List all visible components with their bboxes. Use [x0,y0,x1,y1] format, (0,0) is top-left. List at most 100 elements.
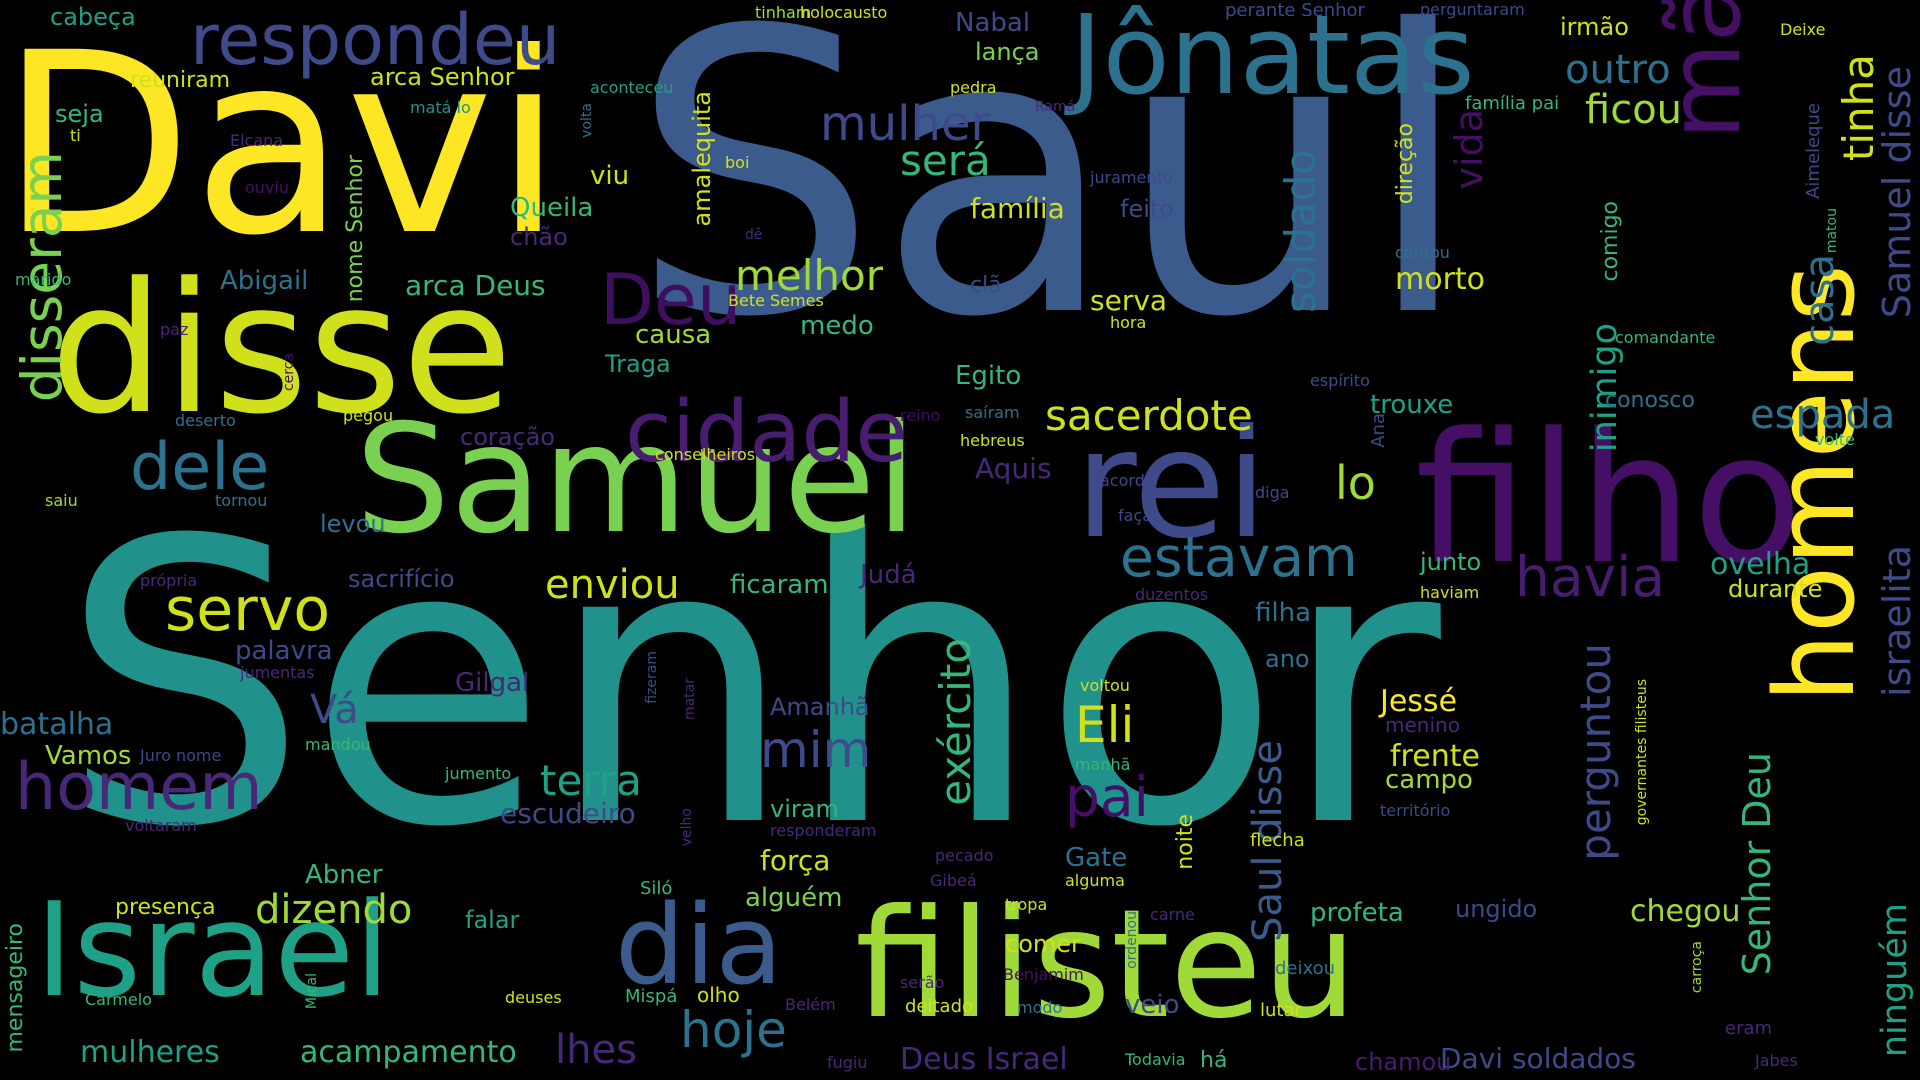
word-queila: Queila [510,193,594,223]
word-deixe: Deixe [1780,20,1826,39]
word-frente: frente [1390,739,1480,774]
word-modo: modo [1017,998,1063,1017]
word-viu: viu [590,161,630,191]
word-ordenou: ordenou [1124,911,1140,970]
word-própria: própria [140,571,198,590]
word-carne: carne [1150,905,1195,924]
word-chegou: chegou [1630,894,1741,929]
word-benjamim: Benjamim [1003,965,1084,984]
word-carroça: carroça [1689,941,1705,994]
word-fizeram: fizeram [644,651,660,704]
word-chamou: chamou [1355,1048,1452,1076]
word-saul: Saul [630,0,1473,402]
word-eram: eram [1725,1018,1773,1039]
word-coração: coração [460,423,556,451]
word-samuel-disse: Samuel disse [1875,66,1919,319]
word-levou: levou [320,510,386,538]
word-alguma: alguma [1065,871,1125,890]
word-gilgal: Gilgal [455,668,530,698]
word-flecha: flecha [1250,830,1305,851]
word-mensageiro: mensageiro [3,923,28,1053]
word-responderam: responderam [770,821,877,840]
word-viram: viram [770,795,839,823]
word-mim: mim [760,721,872,779]
word-gibeá: Gibeá [930,871,977,890]
word-melhor: melhor [735,251,884,300]
word-jabes: Jabes [1755,1051,1798,1070]
word-perante-senhor: perante Senhor [1225,0,1365,21]
word-fugiu: fugiu [827,1053,868,1072]
word-medo: medo [800,311,874,341]
word-holocausto: holocausto [800,3,888,22]
word-marido: marido [15,270,72,289]
word-voltaram: voltaram [125,816,197,835]
word-israel: Israel [35,874,391,1026]
word-siló: Siló [640,878,673,899]
word-juro-nome: Juro nome [140,746,222,765]
word-campo: campo [1385,765,1473,795]
word-direção: direção [1393,122,1418,204]
word-causa: causa [635,320,712,350]
word-aquis: Aquis [975,452,1052,485]
word-velho: velho [679,808,695,847]
word-acordo: acordo [1100,471,1155,490]
word-cidade: cidade [625,383,908,482]
word-feito: feito [1120,195,1174,223]
word-clã: clã [970,273,1002,298]
word-ti: ti [70,126,81,145]
word-dele: dele [130,430,270,505]
word-presença: presença [115,895,216,920]
word-juramento: juramento [1090,168,1173,187]
word-matou: matou [1824,208,1840,254]
word-jumentas: jumentas [240,663,315,682]
word-pecado: pecado [935,846,994,865]
word-volta: volta [579,103,595,138]
word-filho: filho [1415,395,1803,604]
word-dizendo: dizendo [255,887,413,933]
word-ana: Ana [1368,412,1389,448]
word-jumento: jumento [445,764,512,783]
word-trouxe: trouxe [1370,390,1454,420]
word-senhor-deu: Senhor Deu [1735,752,1779,976]
word-comigo: comigo [1598,200,1623,282]
word-dia: dia [615,881,783,1009]
word-reino: reino [900,406,941,425]
word-deu: Deu [600,259,742,341]
word-voltou: voltou [1080,676,1130,695]
word-faça: faça [1118,506,1153,525]
word-sacrifício: sacrifício [348,565,455,593]
word-belém: Belém [785,995,836,1014]
word-amalequita: amalequita [688,91,716,227]
word-chão: chão [510,223,568,251]
word-pegou: pegou [343,406,394,425]
word-tornou: tornou [215,491,268,510]
word-ano: ano [1265,645,1310,673]
word-profeta: profeta [1310,898,1404,928]
word-israelita: israelita [1875,544,1919,697]
word-haviam: haviam [1420,583,1480,602]
word-mical: Mical [304,973,320,1010]
word-deus-israel: Deus Israel [900,1042,1068,1077]
word-ninguém: ninguém [1875,903,1915,1058]
word-duzentos: duzentos [1135,585,1209,604]
word-cabeça: cabeça [50,3,136,31]
word-seja: seja [55,100,104,128]
word-veio: veio [1125,990,1180,1020]
word-terra: terra [540,756,642,805]
word-escudeiro: escudeiro [500,797,636,830]
word-sacerdote: sacerdote [1045,391,1253,440]
word-mulheres: mulheres [80,1035,220,1070]
word-estavam: estavam [1120,525,1358,589]
word-abner: Abner [305,860,383,890]
word-será: será [900,136,991,185]
word-abigail: Abigail [220,266,309,296]
word-espírito: espírito [1310,371,1370,390]
word-perguntaram: perguntaram [1420,0,1525,19]
word-disse: disse [50,245,513,454]
word-batalha: batalha [0,707,114,742]
word-reuniram: reuniram [130,68,231,93]
word-hoje: hoje [680,1001,787,1059]
word-traga: Traga [605,350,671,378]
word-matá-lo: matá lo [410,98,471,117]
word-lutar: lutar [1260,1000,1302,1021]
